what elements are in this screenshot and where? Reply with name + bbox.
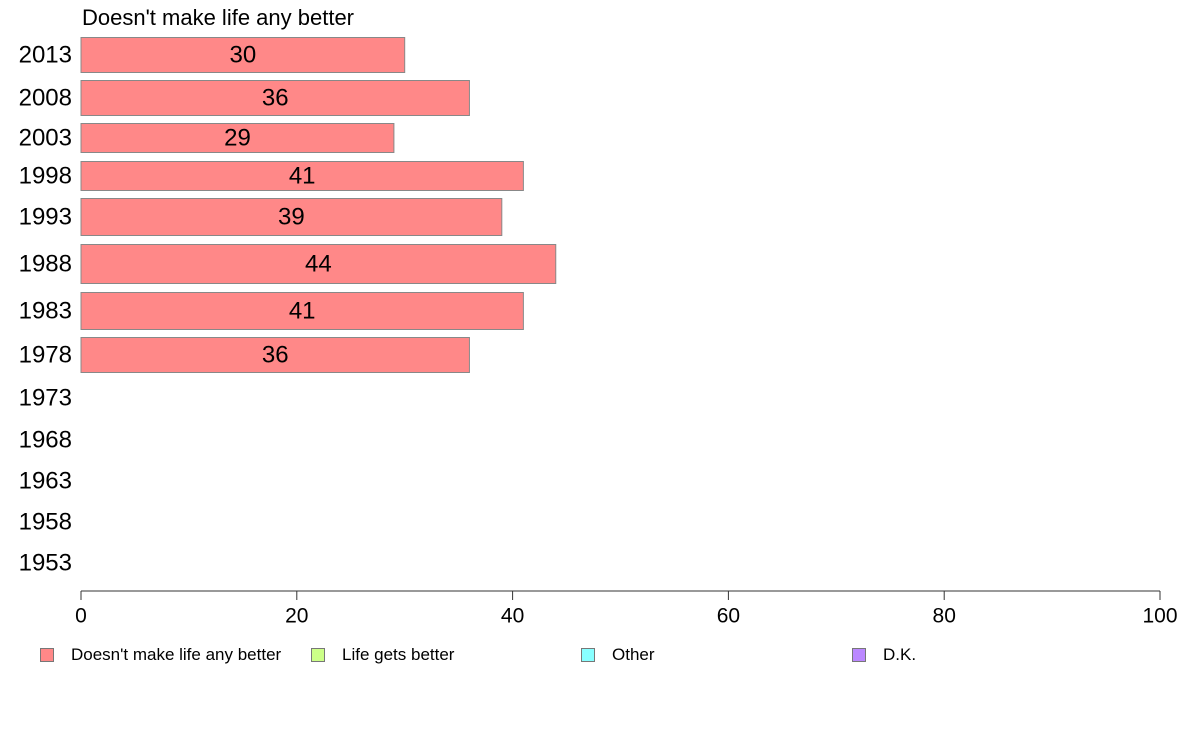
y-tick-label: 1993 [19,204,72,231]
legend-swatch [40,648,54,662]
y-tick-label: 1963 [19,468,72,495]
x-tick-label: 100 [1142,605,1177,628]
data-label: 44 [305,251,332,278]
y-tick-label: 2003 [19,125,72,152]
legend-item: Doesn't make life any better [40,645,281,665]
y-tick-label: 1998 [19,163,72,190]
legend-swatch [311,648,325,662]
legend-label: Life gets better [342,645,455,664]
y-tick-label: 2013 [19,42,72,69]
legend-item: Life gets better [311,645,454,665]
y-tick-label: 1978 [19,342,72,369]
y-tick-label: 1953 [19,550,72,577]
x-tick-label: 80 [933,605,956,628]
bar [80,292,524,330]
y-tick-label: 1983 [19,298,72,325]
x-tick-label: 20 [285,605,308,628]
legend-label: Doesn't make life any better [71,645,282,664]
legend-label: Other [612,645,655,664]
data-label: 36 [262,85,289,112]
x-tick-label: 40 [501,605,524,628]
y-tick-label: 2008 [19,85,72,112]
data-label: 29 [224,125,251,152]
data-label: 36 [262,342,289,369]
legend-label: D.K. [883,645,917,664]
x-tick-label: 0 [75,605,87,628]
legend-swatch [852,648,866,662]
bar [80,80,470,116]
chart-plot: Doesn't make life any better 30362941394… [19,5,1178,628]
y-tick-label: 1988 [19,251,72,278]
chart-title: Doesn't make life any better [82,5,354,30]
legend-item: D.K. [852,645,916,665]
y-tick-label: 1958 [19,509,72,536]
data-label: 30 [229,42,256,69]
bar [80,198,503,236]
bar [80,123,395,153]
y-tick-label: 1968 [19,427,72,454]
data-label: 39 [278,204,305,231]
bar [80,161,524,191]
x-tick-label: 60 [717,605,740,628]
legend: Doesn't make life any better Life gets be… [40,645,1180,665]
data-label: 41 [289,163,316,190]
data-label: 41 [289,298,316,325]
legend-item: Other [581,645,655,665]
bar [80,244,557,284]
bar [80,37,406,73]
y-tick-label: 1973 [19,385,72,412]
legend-swatch [581,648,595,662]
bar [80,337,470,373]
